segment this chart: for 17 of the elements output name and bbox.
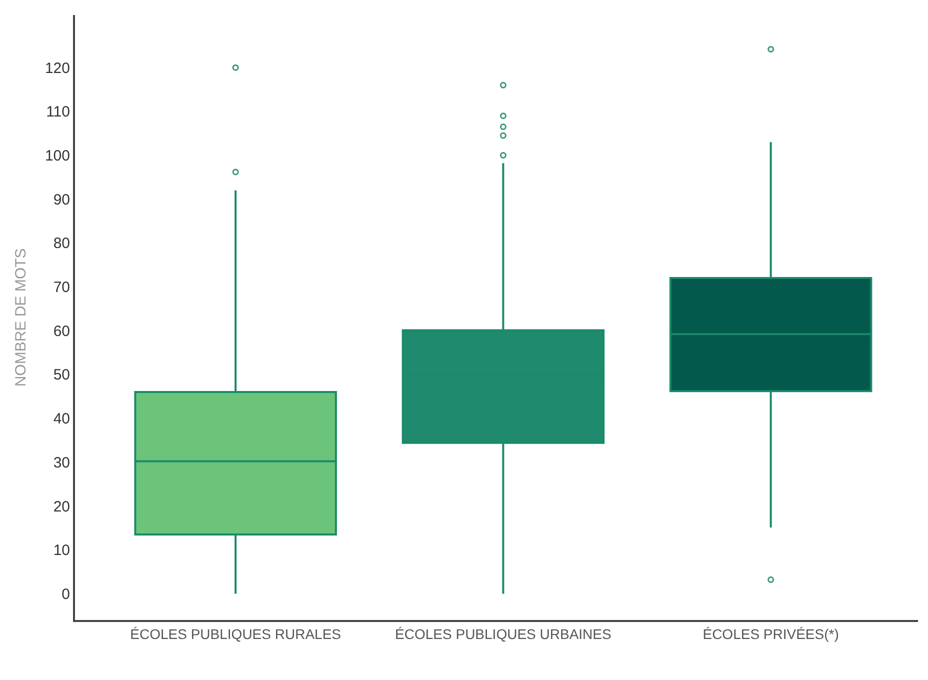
y-tick-label: 80 [53,235,70,252]
y-tick-label: 0 [62,586,70,603]
y-tick-label: 20 [53,498,70,516]
x-tick-label: ÉCOLES PUBLIQUES URBAINES [395,626,612,642]
y-tick-label: 60 [53,322,70,340]
y-tick-label: 70 [53,279,70,296]
y-tick-label: 50 [53,366,70,384]
y-tick-label: 40 [53,410,70,428]
y-tick-label: 110 [46,104,70,121]
x-tick-label: ÉCOLES PUBLIQUES RURALES [130,626,341,642]
x-tick-label: ÉCOLES PRIVÉES(*) [702,626,839,642]
y-tick-label: 90 [53,191,70,208]
y-tick-label: 100 [44,148,70,165]
y-tick-label: 30 [53,454,70,472]
y-tick-label: 10 [53,542,70,560]
y-tick-label: 120 [44,60,70,77]
y-axis-title: NOMBRE DE MOTS [12,248,30,387]
